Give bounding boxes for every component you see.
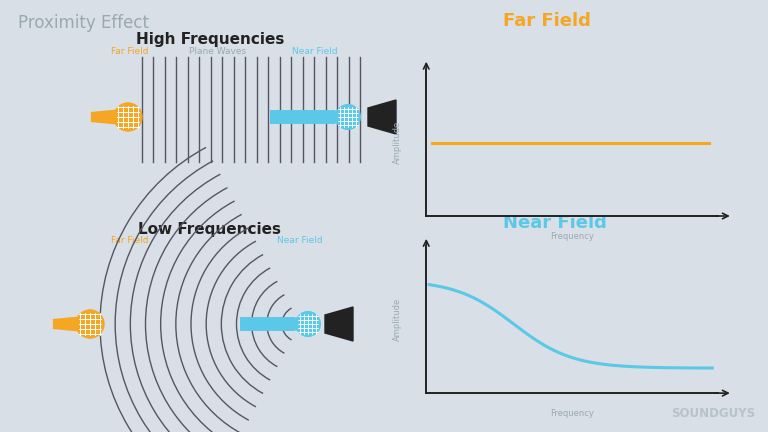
Text: Amplitude: Amplitude [392,298,402,341]
Text: SOUNDGUYS: SOUNDGUYS [671,407,755,420]
Text: Frequency: Frequency [550,409,594,418]
Circle shape [296,311,320,337]
Text: Near Field: Near Field [503,214,607,232]
Text: Plane Waves: Plane Waves [190,47,247,56]
Text: Amplitude: Amplitude [392,121,402,164]
Text: Near Field: Near Field [277,236,323,245]
Text: Frequency: Frequency [550,232,594,241]
Polygon shape [54,317,83,331]
Text: Proximity Effect: Proximity Effect [18,14,149,32]
Text: High Frequencies: High Frequencies [136,32,284,47]
Polygon shape [316,111,342,124]
Text: Far Field: Far Field [503,12,591,30]
Text: Far Field: Far Field [111,236,149,245]
Polygon shape [276,318,302,330]
Text: Low Frequencies: Low Frequencies [138,222,282,237]
Polygon shape [325,307,353,341]
Text: Near Field: Near Field [292,47,338,56]
Circle shape [114,103,142,131]
Polygon shape [368,100,396,134]
Circle shape [76,310,104,338]
Polygon shape [91,110,121,124]
Text: Far Field: Far Field [111,47,149,56]
Circle shape [336,105,360,129]
